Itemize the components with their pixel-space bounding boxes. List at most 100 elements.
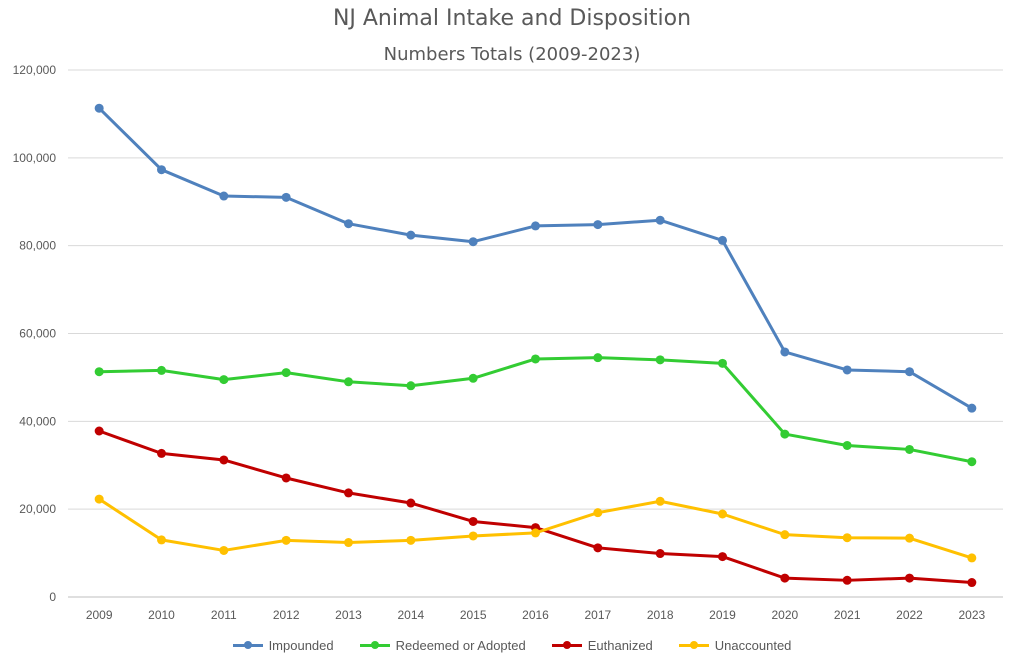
data-point-euthanized — [967, 578, 977, 588]
y-tick-label: 100,000 — [13, 151, 57, 165]
x-tick-label: 2014 — [397, 608, 424, 622]
data-point-unaccounted — [780, 530, 790, 540]
legend-swatch — [359, 641, 390, 649]
data-point-redeemed-or-adopted — [655, 355, 665, 365]
y-tick-label: 80,000 — [19, 239, 56, 253]
gridlines — [68, 69, 1003, 510]
data-point-impounded — [406, 230, 416, 240]
data-point-redeemed-or-adopted — [718, 358, 727, 368]
series-line-redeemed-or-adopted — [99, 356, 973, 464]
data-point-euthanized — [219, 455, 229, 465]
x-tick-label: 2012 — [273, 608, 300, 622]
data-point-unaccounted — [468, 531, 478, 541]
data-point-euthanized — [905, 573, 914, 583]
data-point-unaccounted — [655, 496, 665, 506]
x-tick-label: 2017 — [584, 608, 611, 622]
data-point-unaccounted — [219, 545, 229, 555]
data-point-impounded — [842, 365, 852, 375]
data-point-impounded — [281, 192, 291, 202]
y-tick-label: 60,000 — [19, 327, 56, 341]
series-line-euthanized — [98, 429, 972, 585]
data-point-impounded — [157, 165, 166, 175]
legend-item-impounded: Impounded — [232, 638, 334, 653]
data-point-redeemed-or-adopted — [468, 373, 478, 383]
x-tick-label: 2010 — [148, 608, 175, 622]
legend-label: Impounded — [268, 638, 334, 653]
legend-swatch — [678, 641, 709, 649]
x-tick-label: 2018 — [647, 608, 674, 622]
legend-item-redeemed-or-adopted: Redeemed or Adopted — [359, 638, 526, 653]
data-point-redeemed-or-adopted — [281, 368, 291, 378]
x-tick-label: 2020 — [771, 608, 798, 622]
y-tick-label: 0 — [49, 590, 56, 604]
data-point-euthanized — [406, 498, 416, 508]
axes: 0 20,000 40,000 60,000 80,000 100,000 120,000 2… — [13, 63, 1003, 622]
data-point-redeemed-or-adopted — [780, 429, 790, 439]
data-point-euthanized — [655, 549, 665, 559]
data-point-redeemed-or-adopted — [905, 444, 914, 454]
data-point-unaccounted — [905, 533, 914, 543]
legend-swatch — [551, 641, 582, 649]
data-point-unaccounted — [718, 509, 727, 519]
series-lines — [94, 103, 977, 588]
data-point-redeemed-or-adopted — [406, 381, 416, 391]
data-point-euthanized — [157, 448, 166, 458]
data-point-unaccounted — [531, 528, 540, 538]
x-tick-label: 2023 — [958, 608, 985, 622]
data-point-impounded — [94, 103, 104, 113]
chart-subtitle: Numbers Totals (2009-2023) — [383, 44, 641, 65]
data-point-impounded — [967, 403, 977, 413]
data-point-impounded — [718, 235, 727, 245]
data-point-euthanized — [468, 516, 478, 526]
data-point-unaccounted — [593, 508, 603, 518]
legend: Impounded Redeemed or Adopted Euthanized Un… — [0, 638, 1024, 653]
x-tick-label: 2016 — [522, 608, 549, 622]
data-point-redeemed-or-adopted — [593, 353, 603, 363]
x-tick-label: 2013 — [335, 608, 362, 622]
data-point-impounded — [219, 191, 229, 201]
data-point-redeemed-or-adopted — [94, 367, 104, 377]
data-point-euthanized — [842, 575, 852, 585]
data-point-unaccounted — [967, 553, 977, 563]
y-tick-label: 40,000 — [19, 414, 56, 428]
x-tick-label: 2021 — [834, 608, 861, 622]
data-point-euthanized — [780, 573, 790, 583]
legend-item-unaccounted: Unaccounted — [678, 638, 791, 653]
x-tick-label: 2009 — [86, 608, 113, 622]
data-point-impounded — [780, 347, 790, 357]
data-point-redeemed-or-adopted — [344, 377, 353, 387]
data-point-euthanized — [94, 426, 104, 436]
data-point-impounded — [655, 215, 665, 225]
data-point-impounded — [531, 221, 540, 231]
y-tick-label: 20,000 — [19, 502, 56, 516]
y-tick-label: 120,000 — [13, 63, 57, 77]
legend-item-euthanized: Euthanized — [551, 638, 653, 653]
data-point-unaccounted — [94, 494, 104, 504]
data-point-redeemed-or-adopted — [219, 375, 229, 385]
x-tick-label: 2019 — [709, 608, 736, 622]
x-tick-label: 2015 — [460, 608, 487, 622]
data-point-euthanized — [593, 543, 603, 553]
x-tick-label: 2011 — [211, 608, 237, 622]
data-point-impounded — [344, 219, 353, 229]
chart-title: NJ Animal Intake and Disposition — [332, 6, 692, 31]
legend-label: Redeemed or Adopted — [395, 638, 526, 653]
data-point-euthanized — [718, 552, 727, 562]
data-point-impounded — [593, 220, 603, 230]
data-point-impounded — [905, 367, 914, 377]
data-point-impounded — [468, 237, 478, 247]
data-point-euthanized — [281, 473, 291, 483]
legend-label: Euthanized — [587, 638, 653, 653]
data-point-redeemed-or-adopted — [531, 354, 540, 364]
data-point-unaccounted — [281, 535, 291, 545]
data-point-euthanized — [344, 488, 353, 498]
data-point-redeemed-or-adopted — [157, 365, 166, 375]
data-point-unaccounted — [406, 535, 416, 545]
data-point-redeemed-or-adopted — [842, 440, 852, 450]
data-point-unaccounted — [157, 535, 166, 545]
data-point-redeemed-or-adopted — [967, 457, 977, 467]
data-point-unaccounted — [842, 533, 852, 543]
x-tick-label: 2022 — [896, 608, 923, 622]
data-point-unaccounted — [344, 538, 353, 548]
